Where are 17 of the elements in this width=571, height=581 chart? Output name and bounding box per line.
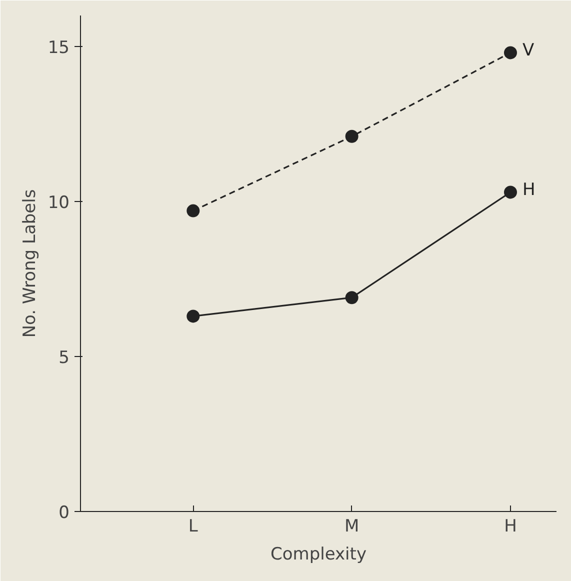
series-label: H [522, 180, 536, 200]
x-tick-label: L [188, 516, 198, 536]
y-tick-label: 10 [48, 193, 70, 213]
point [504, 46, 517, 60]
point [345, 130, 358, 143]
point [345, 291, 358, 304]
y-tick-label: 0 [58, 503, 70, 523]
y-tick-label: 15 [48, 38, 70, 58]
x-axis-title: Complexity [270, 544, 367, 564]
y-axis-title: No. Wrong Labels [20, 189, 40, 338]
series-label: V [522, 40, 534, 61]
x-tick-label: H [504, 516, 517, 536]
point [186, 204, 200, 218]
point [186, 310, 200, 323]
x-tick-label: M [344, 516, 360, 536]
y-tick-label: 5 [58, 348, 70, 368]
point [504, 186, 517, 199]
